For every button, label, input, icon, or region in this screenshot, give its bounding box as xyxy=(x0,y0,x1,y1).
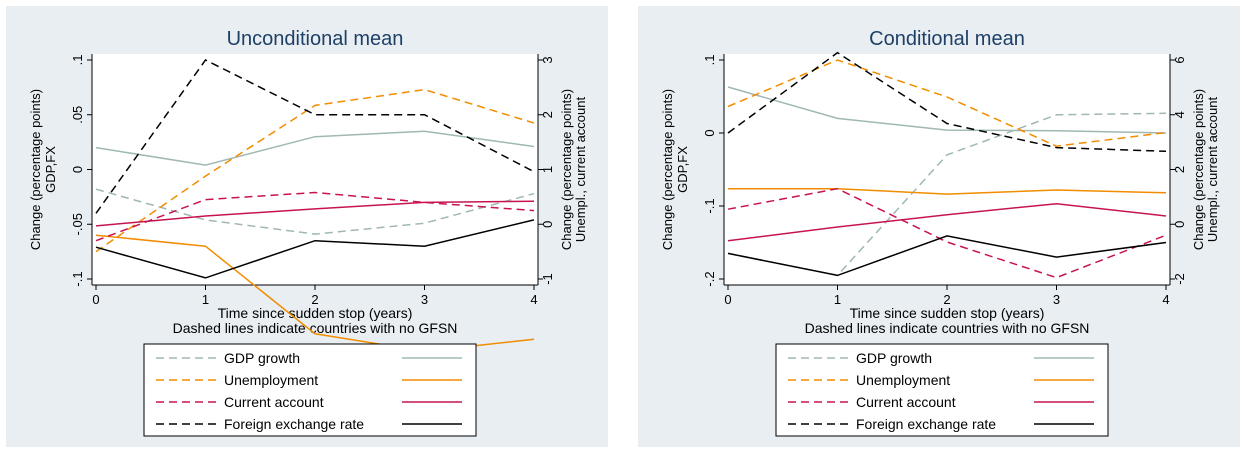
legend-label-current-account: Current account xyxy=(224,394,324,410)
y-right-tick-label: -2 xyxy=(1172,273,1187,285)
y-right-title-line1: Change (percentage points) xyxy=(559,89,574,250)
series-line-foreign-exchange-rate-no-gfsn xyxy=(95,59,535,214)
x-tick-label: 1 xyxy=(834,292,841,307)
legend-label-current-account: Current account xyxy=(856,394,956,410)
chart-conditional-mean: Conditional mean -.2 -.1 0 .1 -2 0 2 4 6 0 1 2 3 4 Chan… xyxy=(638,6,1240,447)
y-left-tick-label: -.1 xyxy=(702,198,717,213)
y-left-tick-label: -.05 xyxy=(70,213,85,235)
chart-note: Dashed lines indicate countries with no … xyxy=(805,320,1090,336)
series-line-current-account-gfsn xyxy=(727,202,1167,242)
x-tick-label: 3 xyxy=(1053,292,1060,307)
series-line-gdp-growth-no-gfsn xyxy=(727,112,1167,277)
y-right-tick-label: -1 xyxy=(540,273,555,285)
y-left-tick-label: .05 xyxy=(70,106,85,124)
y-right-tick-label: 0 xyxy=(540,221,555,228)
plot-area xyxy=(92,54,538,285)
series-line-current-account-gfsn xyxy=(95,200,535,227)
chart-title: Conditional mean xyxy=(869,28,1025,50)
series-line-unemployment-no-gfsn xyxy=(95,88,535,253)
legend-box xyxy=(775,343,1109,437)
x-tick-label: 2 xyxy=(311,292,318,307)
y-right-title-line1: Change (percentage points) xyxy=(1191,89,1206,250)
y-left-tick-label: 0 xyxy=(702,129,717,136)
x-axis-title: Time since sudden stop (years) xyxy=(218,305,413,321)
y-right-tick-label: 2 xyxy=(1172,166,1187,173)
x-tick-label: 0 xyxy=(92,292,99,307)
y-right-tick-label: 3 xyxy=(540,56,555,63)
x-tick-label: 0 xyxy=(724,292,731,307)
series-line-gdp-growth-gfsn xyxy=(727,86,1167,134)
y-left-tick-label: .1 xyxy=(70,55,85,66)
y-right-title-line2: Unempl., current account xyxy=(1205,96,1220,242)
y-right-tick-label: 1 xyxy=(540,166,555,173)
x-tick-label: 1 xyxy=(202,292,209,307)
y-left-title-line1: Change (percentage points) xyxy=(660,89,675,250)
series-line-unemployment-gfsn xyxy=(728,187,1167,195)
y-left-tick-label: 0 xyxy=(70,166,85,173)
legend-label-unemployment: Unemployment xyxy=(224,372,318,388)
y-right-title-line2: Unempl., current account xyxy=(573,96,588,242)
y-left-tick-label: -.1 xyxy=(70,271,85,286)
y-left-title-line2: GDP,FX xyxy=(43,146,58,193)
legend-label-gdp-growth: GDP growth xyxy=(224,350,300,366)
y-left-tick-label: -.2 xyxy=(702,271,717,286)
plot-area xyxy=(724,54,1170,285)
x-tick-label: 2 xyxy=(943,292,950,307)
legend-label-foreign-exchange-rate: Foreign exchange rate xyxy=(224,416,364,432)
series-group xyxy=(727,51,1167,279)
x-tick-label: 4 xyxy=(1162,292,1169,307)
series-group xyxy=(95,59,535,353)
series-line-foreign-exchange-rate-gfsn xyxy=(95,219,535,279)
legend-box xyxy=(143,343,477,437)
chart-note: Dashed lines indicate countries with no … xyxy=(173,320,458,336)
series-line-unemployment-no-gfsn xyxy=(727,59,1167,147)
chart-unconditional-mean: Unconditional mean -.1 -.05 0 .05 .1 -1 0 1 2 3 0 1 2… xyxy=(6,6,608,447)
legend-label-unemployment: Unemployment xyxy=(856,372,950,388)
series-line-foreign-exchange-rate-no-gfsn xyxy=(727,51,1167,153)
x-axis-title: Time since sudden stop (years) xyxy=(850,305,1045,321)
x-tick-label: 3 xyxy=(421,292,428,307)
y-right-tick-label: 2 xyxy=(540,111,555,118)
series-line-foreign-exchange-rate-gfsn xyxy=(727,235,1167,277)
legend-label-foreign-exchange-rate: Foreign exchange rate xyxy=(856,416,996,432)
series-line-current-account-no-gfsn xyxy=(95,191,535,242)
x-tick-label: 4 xyxy=(530,292,537,307)
series-line-gdp-growth-gfsn xyxy=(95,130,535,166)
chart-title: Unconditional mean xyxy=(227,28,404,50)
y-right-tick-label: 6 xyxy=(1172,56,1187,63)
y-left-tick-label: .1 xyxy=(702,55,717,66)
y-left-title-line2: GDP,FX xyxy=(675,146,690,193)
legend-label-gdp-growth: GDP growth xyxy=(856,350,932,366)
series-line-gdp-growth-no-gfsn xyxy=(95,188,535,235)
y-right-tick-label: 0 xyxy=(1172,221,1187,228)
y-left-title-line1: Change (percentage points) xyxy=(28,89,43,250)
y-right-tick-label: 4 xyxy=(1172,111,1187,118)
